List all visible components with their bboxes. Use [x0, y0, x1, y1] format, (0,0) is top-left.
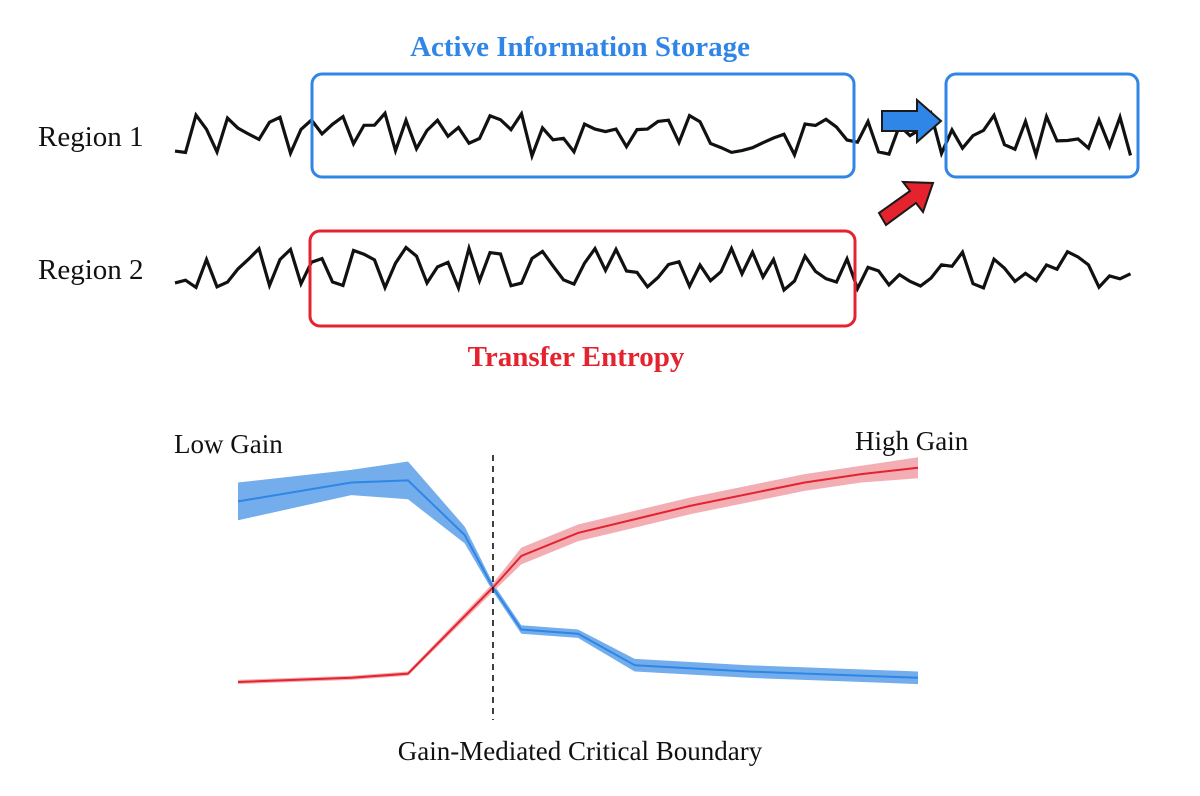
region-1-label: Region 1: [38, 121, 144, 153]
region-2-signal-trace: [174, 242, 1132, 294]
te-series-line: [237, 466, 919, 683]
high-gain-label: High Gain: [855, 426, 969, 456]
te-window-box: [308, 229, 857, 328]
gain-plot: [237, 455, 919, 720]
ais-target-box: [944, 72, 1140, 179]
blue-arrow-icon: [881, 97, 943, 145]
ais-title: Active Information Storage: [410, 31, 750, 63]
te-confidence-band: [238, 457, 918, 685]
ais-window-box: [310, 72, 856, 179]
region-1-signal-trace: [174, 109, 1133, 162]
ais-series-line: [237, 479, 919, 679]
ais-confidence-band: [238, 461, 918, 685]
red-arrow-icon: [877, 180, 935, 227]
te-title: Transfer Entropy: [468, 341, 685, 373]
region-2-label: Region 2: [38, 254, 144, 286]
critical-boundary-label: Gain-Mediated Critical Boundary: [398, 736, 763, 766]
low-gain-label: Low Gain: [174, 429, 283, 459]
